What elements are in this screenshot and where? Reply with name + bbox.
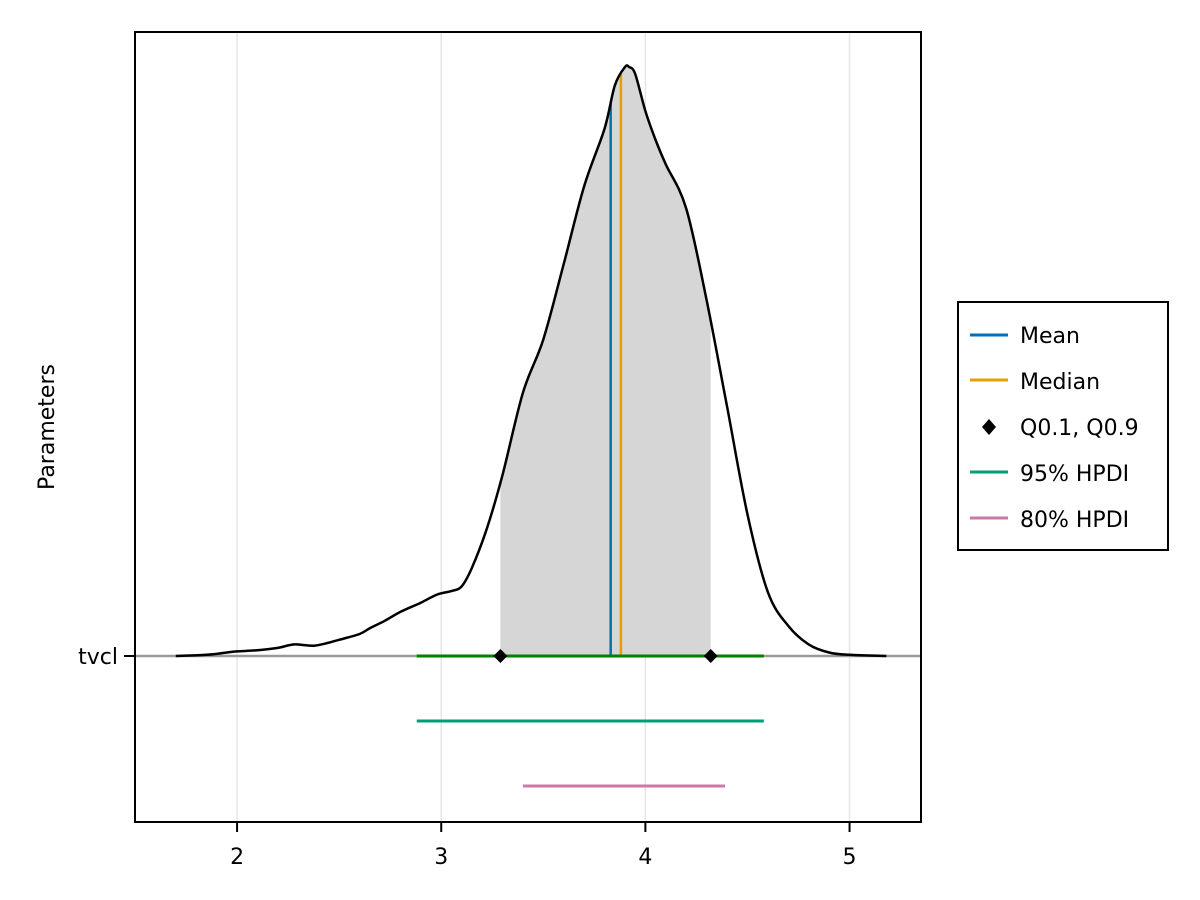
- quantile-marker: [703, 649, 718, 663]
- legend-swatch-diamond: [982, 419, 996, 435]
- density-curve: [175, 64, 887, 658]
- legend-item-mean: Mean: [970, 324, 1080, 349]
- legend-item-median: Median: [970, 370, 1100, 395]
- x-axis: 2 3 4 5: [230, 822, 857, 870]
- legend-label-mean: Mean: [1020, 324, 1080, 349]
- y-axis-title: Parameters: [35, 364, 60, 490]
- legend-item-hpdi-95: 95% HPDI: [970, 462, 1129, 487]
- plot-data: [135, 64, 921, 788]
- quantile-marker: [493, 649, 508, 663]
- legend-label-hpdi-80: 80% HPDI: [1020, 508, 1129, 533]
- y-axis: tvcl: [78, 645, 135, 670]
- x-tick-label: 4: [638, 845, 652, 870]
- legend-item-quantiles: Q0.1, Q0.9: [982, 416, 1139, 441]
- legend: Mean Median Q0.1, Q0.9 95% HPDI 80% HPDI: [957, 301, 1169, 551]
- legend-label-hpdi-95: 95% HPDI: [1020, 462, 1129, 487]
- legend-label-quantiles: Q0.1, Q0.9: [1020, 416, 1139, 441]
- legend-item-hpdi-80: 80% HPDI: [970, 508, 1129, 533]
- x-tick-label: 3: [434, 845, 448, 870]
- x-tick-label: 2: [230, 845, 244, 870]
- y-tick-label: tvcl: [78, 645, 118, 670]
- x-tick-label: 5: [843, 845, 857, 870]
- plot-frame: [134, 31, 922, 823]
- shaded-interval-area: [500, 67, 711, 656]
- legend-label-median: Median: [1020, 370, 1100, 395]
